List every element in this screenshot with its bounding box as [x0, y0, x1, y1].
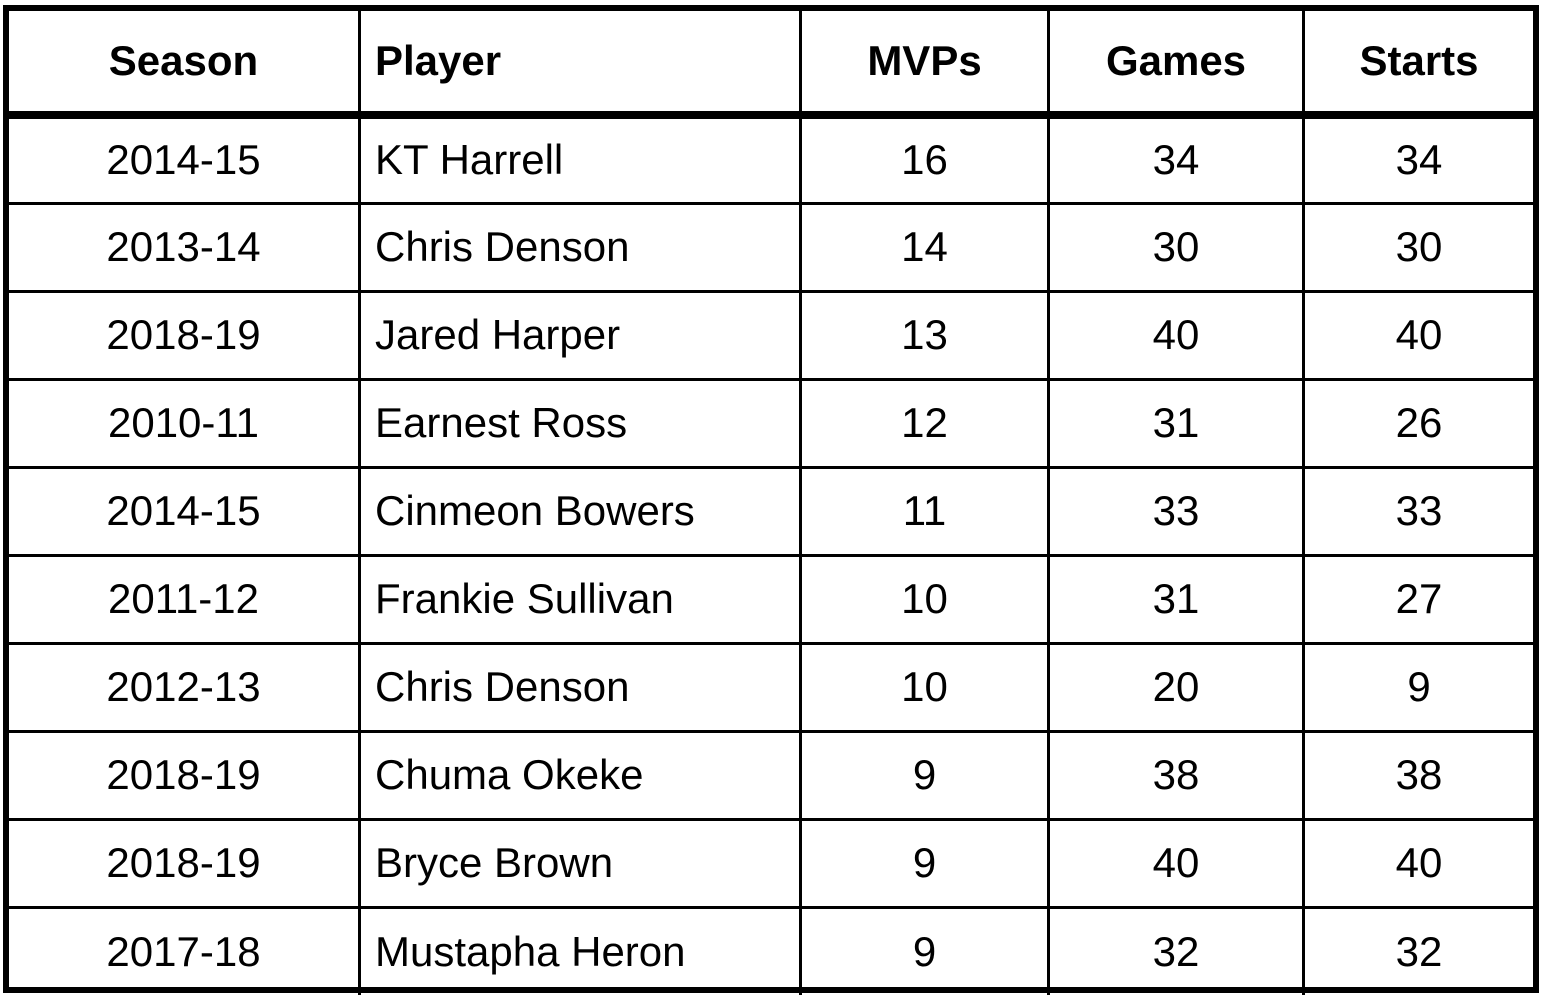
starts-cell: 27: [1302, 553, 1533, 645]
starts-cell: 40: [1302, 817, 1533, 909]
games-cell: 31: [1047, 553, 1305, 645]
player-cell: Chris Denson: [358, 641, 802, 733]
games-cell: 34: [1047, 113, 1305, 205]
table-row: 2013-14 Chris Denson 14 30 30: [9, 201, 1533, 293]
player-cell: Cinmeon Bowers: [358, 465, 802, 557]
column-header-player: Player: [358, 11, 802, 119]
table-row: 2018-19 Chuma Okeke 9 38 38: [9, 729, 1533, 821]
starts-cell: 33: [1302, 465, 1533, 557]
starts-cell: 40: [1302, 289, 1533, 381]
season-cell: 2017-18: [9, 905, 361, 995]
season-cell: 2014-15: [9, 113, 361, 205]
season-cell: 2010-11: [9, 377, 361, 469]
starts-cell: 32: [1302, 905, 1533, 995]
table-header: Season Player MVPs Games Starts: [9, 11, 1533, 119]
games-cell: 31: [1047, 377, 1305, 469]
games-cell: 40: [1047, 817, 1305, 909]
player-cell: KT Harrell: [358, 113, 802, 205]
table-row: 2012-13 Chris Denson 10 20 9: [9, 641, 1533, 733]
column-header-games: Games: [1047, 11, 1305, 119]
starts-cell: 9: [1302, 641, 1533, 733]
games-cell: 40: [1047, 289, 1305, 381]
player-cell: Mustapha Heron: [358, 905, 802, 995]
header-row: Season Player MVPs Games Starts: [9, 11, 1533, 119]
column-header-starts: Starts: [1302, 11, 1533, 119]
games-cell: 30: [1047, 201, 1305, 293]
mvps-cell: 9: [799, 729, 1050, 821]
season-cell: 2018-19: [9, 289, 361, 381]
season-cell: 2014-15: [9, 465, 361, 557]
player-cell: Chris Denson: [358, 201, 802, 293]
table-row: 2014-15 Cinmeon Bowers 11 33 33: [9, 465, 1533, 557]
season-cell: 2018-19: [9, 817, 361, 909]
games-cell: 20: [1047, 641, 1305, 733]
player-cell: Chuma Okeke: [358, 729, 802, 821]
season-cell: 2013-14: [9, 201, 361, 293]
table-row: 2011-12 Frankie Sullivan 10 31 27: [9, 553, 1533, 645]
games-cell: 38: [1047, 729, 1305, 821]
mvps-cell: 10: [799, 553, 1050, 645]
player-cell: Bryce Brown: [358, 817, 802, 909]
table-row: 2014-15 KT Harrell 16 34 34: [9, 113, 1533, 205]
mvps-cell: 10: [799, 641, 1050, 733]
stats-table-container: Season Player MVPs Games Starts 2014-15 K…: [3, 5, 1539, 995]
starts-cell: 26: [1302, 377, 1533, 469]
table-row: 2017-18 Mustapha Heron 9 32 32: [9, 905, 1533, 995]
games-cell: 32: [1047, 905, 1305, 995]
player-cell: Frankie Sullivan: [358, 553, 802, 645]
mvp-stats-table: Season Player MVPs Games Starts 2014-15 K…: [9, 11, 1533, 995]
season-cell: 2018-19: [9, 729, 361, 821]
season-cell: 2012-13: [9, 641, 361, 733]
season-cell: 2011-12: [9, 553, 361, 645]
player-cell: Earnest Ross: [358, 377, 802, 469]
starts-cell: 30: [1302, 201, 1533, 293]
column-header-mvps: MVPs: [799, 11, 1050, 119]
mvps-cell: 12: [799, 377, 1050, 469]
mvps-cell: 16: [799, 113, 1050, 205]
table-row: 2010-11 Earnest Ross 12 31 26: [9, 377, 1533, 469]
table-body: 2014-15 KT Harrell 16 34 34 2013-14 Chris Dens…: [9, 113, 1533, 995]
games-cell: 33: [1047, 465, 1305, 557]
mvps-cell: 13: [799, 289, 1050, 381]
table-row: 2018-19 Bryce Brown 9 40 40: [9, 817, 1533, 909]
mvps-cell: 11: [799, 465, 1050, 557]
mvps-cell: 9: [799, 905, 1050, 995]
mvps-cell: 14: [799, 201, 1050, 293]
mvps-cell: 9: [799, 817, 1050, 909]
column-header-season: Season: [9, 11, 361, 119]
table-row: 2018-19 Jared Harper 13 40 40: [9, 289, 1533, 381]
starts-cell: 34: [1302, 113, 1533, 205]
starts-cell: 38: [1302, 729, 1533, 821]
player-cell: Jared Harper: [358, 289, 802, 381]
